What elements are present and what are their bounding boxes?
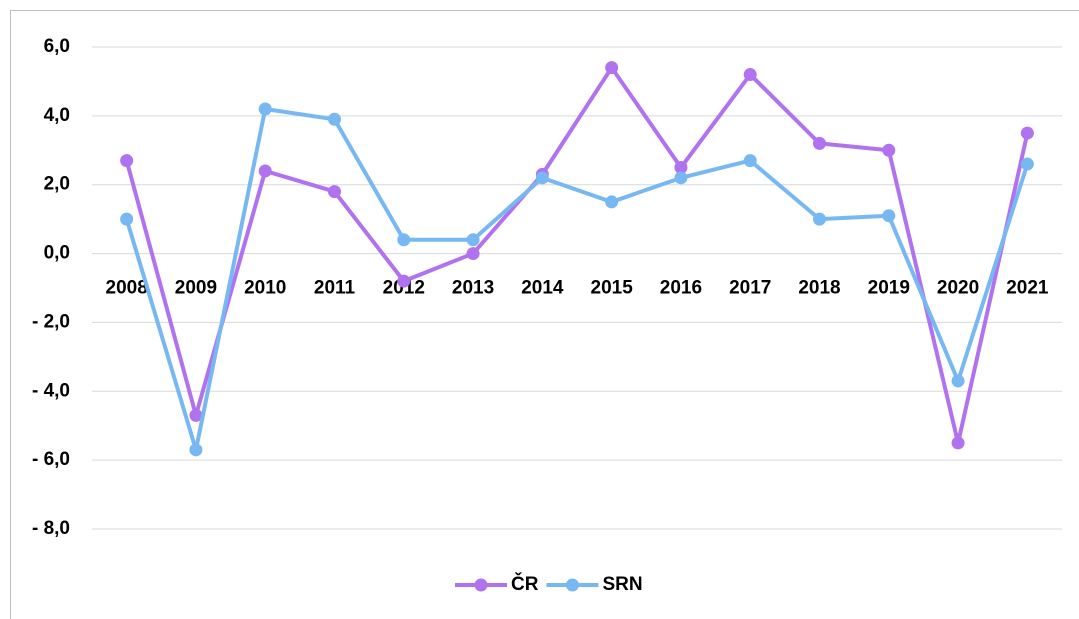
point <box>743 68 757 82</box>
x-tick-label: 2011 <box>314 278 356 299</box>
x-tick-label: 2021 <box>1006 278 1049 299</box>
point <box>743 154 757 168</box>
point <box>1020 157 1034 171</box>
series-line <box>124 106 1030 452</box>
y-tick-label: 2,0 <box>44 174 70 195</box>
point <box>882 143 896 157</box>
y-tick-label: - 8,0 <box>32 518 70 539</box>
y-tick-label: - 6,0 <box>32 449 70 470</box>
series-line <box>124 65 1030 445</box>
point <box>605 61 619 75</box>
point <box>951 436 965 450</box>
x-tick-label: 2017 <box>729 278 771 299</box>
legend-label: ČR <box>511 573 539 595</box>
x-tick-label: 2020 <box>937 278 979 299</box>
legend-marker <box>474 578 488 592</box>
point <box>258 164 272 178</box>
point <box>120 154 134 168</box>
point <box>813 212 826 226</box>
point <box>882 209 896 223</box>
point <box>328 112 341 126</box>
point <box>674 161 688 174</box>
point <box>951 374 965 388</box>
x-tick-label: 2013 <box>452 278 494 299</box>
y-tick-label: - 2,0 <box>32 311 70 332</box>
point <box>466 233 480 247</box>
point <box>535 171 549 185</box>
y-tick-label: 6,0 <box>44 36 70 57</box>
x-tick-label: 2012 <box>383 278 425 299</box>
point <box>605 195 619 209</box>
legend-label: SRN <box>602 574 642 595</box>
x-tick-label: 2015 <box>591 278 634 299</box>
x-tick-label: 2019 <box>868 278 910 299</box>
point <box>466 247 480 261</box>
chart-border <box>10 10 1079 619</box>
point <box>189 408 203 422</box>
x-tick-label: 2008 <box>106 278 148 299</box>
point <box>813 136 826 150</box>
x-tick-label: 2016 <box>660 278 702 299</box>
y-tick-label: - 4,0 <box>32 380 70 401</box>
x-tick-label: 2009 <box>175 278 217 299</box>
point <box>258 102 272 116</box>
y-tick-label: 4,0 <box>44 105 70 126</box>
point <box>328 185 341 199</box>
point <box>674 171 688 185</box>
legend-marker <box>565 578 579 592</box>
point <box>189 443 203 457</box>
x-tick-label: 2014 <box>521 278 564 299</box>
point <box>397 233 411 247</box>
point <box>397 274 411 288</box>
point <box>120 212 134 226</box>
x-tick-label: 2010 <box>244 278 286 299</box>
x-tick-label: 2018 <box>798 278 840 299</box>
y-tick-label: 0,0 <box>44 243 70 264</box>
point <box>1020 126 1034 140</box>
